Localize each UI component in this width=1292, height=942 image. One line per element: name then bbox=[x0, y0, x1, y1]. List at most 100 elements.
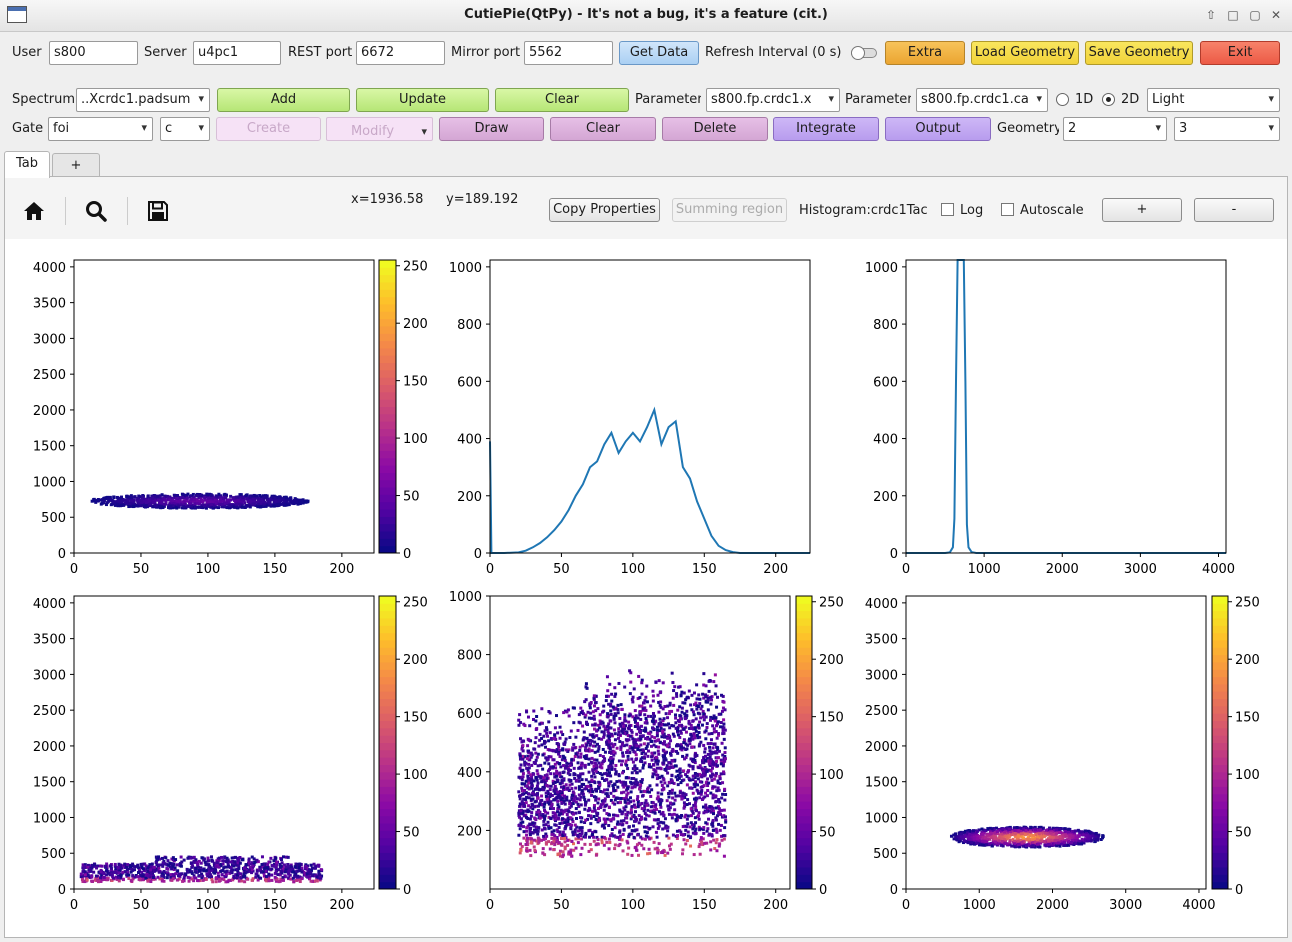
heatmap-cell bbox=[559, 812, 563, 816]
heatmap-cell bbox=[702, 712, 706, 716]
heatmap-cell bbox=[665, 825, 669, 829]
colorbar-frame bbox=[378, 595, 397, 890]
heatmap-cell bbox=[545, 834, 549, 838]
heatmap-cell bbox=[641, 707, 645, 711]
clear-gate-button[interactable]: Clear bbox=[550, 117, 656, 141]
heatmap-cell bbox=[531, 807, 535, 811]
heatmap-cell bbox=[541, 786, 545, 790]
zoom-in-button[interactable]: + bbox=[1102, 198, 1182, 222]
heatmap-cell bbox=[177, 504, 181, 508]
heatmap-cell bbox=[591, 733, 595, 737]
tab-main[interactable]: Tab bbox=[4, 151, 50, 178]
heatmap-cell bbox=[666, 736, 670, 740]
spectrum-combo[interactable]: ..Xcrdc1.padsum bbox=[76, 88, 210, 112]
heatmap-cell bbox=[709, 742, 713, 746]
theme-combo[interactable]: Light bbox=[1147, 88, 1280, 112]
create-gate-button[interactable]: Create bbox=[216, 117, 321, 141]
heatmap-cell bbox=[581, 712, 585, 716]
tab-add[interactable]: + bbox=[52, 153, 100, 179]
save-icon[interactable] bbox=[146, 199, 170, 223]
save-geometry-button[interactable]: Save Geometry bbox=[1085, 41, 1193, 65]
gate-type-combo[interactable]: c bbox=[160, 117, 210, 141]
summing-region-button[interactable]: Summing region bbox=[672, 198, 787, 222]
heatmap-cell bbox=[227, 864, 231, 868]
heatmap-cell bbox=[258, 868, 262, 872]
zoom-icon[interactable] bbox=[84, 199, 108, 223]
heatmap-cell bbox=[229, 870, 233, 874]
heatmap-cell bbox=[553, 780, 557, 784]
heatmap-cell bbox=[719, 823, 723, 827]
radio-1d[interactable] bbox=[1056, 93, 1069, 106]
heatmap-cell bbox=[563, 833, 567, 837]
heatmap-cell bbox=[666, 829, 670, 833]
heatmap-cell bbox=[588, 703, 592, 707]
heatmap-cell bbox=[581, 792, 585, 796]
heatmap-cell bbox=[195, 861, 199, 865]
gate-combo[interactable]: foi bbox=[48, 117, 153, 141]
autoscale-checkbox[interactable] bbox=[1001, 203, 1014, 216]
output-button[interactable]: Output bbox=[885, 117, 991, 141]
heatmap-cell bbox=[701, 769, 705, 773]
mirror-port-input[interactable]: 5562 bbox=[524, 41, 613, 65]
clear-spectrum-button[interactable]: Clear bbox=[495, 88, 629, 112]
copy-properties-button[interactable]: Copy Properties bbox=[549, 198, 660, 222]
add-button[interactable]: Add bbox=[217, 88, 350, 112]
heatmap-cell bbox=[717, 797, 721, 801]
update-button[interactable]: Update bbox=[356, 88, 489, 112]
log-checkbox[interactable] bbox=[941, 203, 954, 216]
heatmap-cell bbox=[537, 813, 541, 817]
heatmap-cell bbox=[546, 820, 550, 824]
heatmap-cell bbox=[254, 875, 258, 879]
refresh-toggle[interactable] bbox=[851, 46, 877, 60]
heatmap-cell bbox=[705, 780, 709, 784]
heatmap-cell bbox=[176, 869, 180, 873]
server-input[interactable]: u4pc1 bbox=[193, 41, 281, 65]
zoom-out-button[interactable]: - bbox=[1194, 198, 1274, 222]
heatmap-cell bbox=[286, 867, 290, 871]
heatmap-cell bbox=[594, 798, 598, 802]
integrate-button[interactable]: Integrate bbox=[773, 117, 879, 141]
heatmap-cell bbox=[218, 498, 222, 502]
shade-icon[interactable]: ⇧ bbox=[1205, 8, 1217, 22]
heatmap-cell bbox=[599, 805, 603, 809]
heatmap-cell bbox=[560, 821, 564, 825]
heatmap-cell bbox=[265, 497, 269, 501]
heatmap-cell bbox=[135, 864, 139, 868]
maximize-icon[interactable]: ▢ bbox=[1249, 8, 1261, 22]
heatmap-cell bbox=[131, 862, 135, 866]
heatmap-cell bbox=[704, 810, 708, 814]
parameter-y-combo[interactable]: s800.fp.crdc1.ca bbox=[916, 88, 1048, 112]
delete-gate-button[interactable]: Delete bbox=[662, 117, 768, 141]
modify-gate-button[interactable]: Modify bbox=[326, 117, 433, 141]
heatmap-cell bbox=[705, 794, 709, 798]
exit-button[interactable]: Exit bbox=[1200, 41, 1280, 65]
plot-canvas[interactable]: 0 50 100 150 2000500100015002000250030003500… bbox=[5, 240, 1287, 937]
heatmap-cell bbox=[639, 737, 643, 741]
get-data-button[interactable]: Get Data bbox=[619, 41, 699, 65]
heatmap-cell bbox=[609, 761, 613, 765]
heatmap-cell bbox=[317, 864, 321, 868]
y-tick-label: 3500 bbox=[33, 633, 66, 648]
heatmap-cell bbox=[574, 800, 578, 804]
close-icon[interactable]: ✕ bbox=[1270, 8, 1282, 22]
radio-2d[interactable] bbox=[1102, 93, 1115, 106]
parameter-x-combo[interactable]: s800.fp.crdc1.x bbox=[706, 88, 840, 112]
user-input[interactable]: s800 bbox=[49, 41, 138, 65]
extra-button[interactable]: Extra bbox=[885, 41, 965, 65]
load-geometry-button[interactable]: Load Geometry bbox=[971, 41, 1079, 65]
heatmap-cell bbox=[547, 709, 551, 713]
heatmap-cell bbox=[306, 864, 310, 868]
home-icon[interactable] bbox=[22, 199, 46, 223]
geometry-cols-combo[interactable]: 3 bbox=[1174, 117, 1280, 141]
heatmap-cell bbox=[571, 758, 575, 762]
minimize-icon[interactable]: □ bbox=[1227, 8, 1239, 22]
heatmap-cell bbox=[234, 873, 238, 877]
heatmap-cell bbox=[248, 505, 252, 509]
heatmap-cell bbox=[714, 816, 718, 820]
heatmap-cell bbox=[605, 742, 609, 746]
rest-port-input[interactable]: 6672 bbox=[356, 41, 445, 65]
heatmap-cell bbox=[202, 869, 206, 873]
draw-gate-button[interactable]: Draw bbox=[439, 117, 544, 141]
geometry-rows-combo[interactable]: 2 bbox=[1063, 117, 1167, 141]
heatmap-cell bbox=[150, 496, 154, 500]
